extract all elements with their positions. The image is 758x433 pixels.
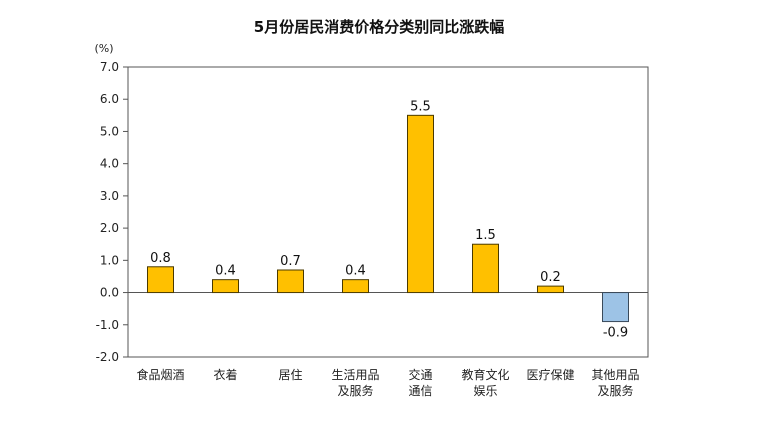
category-label: 娱乐 xyxy=(473,384,497,398)
bar xyxy=(407,114,434,294)
bar xyxy=(342,279,369,294)
data-label: 0.7 xyxy=(280,254,301,269)
plot-frame xyxy=(127,66,649,358)
category-label: 其他用品 xyxy=(591,368,639,382)
category-label: 医疗保健 xyxy=(526,368,574,382)
y-tick-label: 5.0 xyxy=(100,124,119,138)
y-tick-label: 3.0 xyxy=(100,189,119,203)
category-label: 及服务 xyxy=(337,383,373,398)
category-label: 交通 xyxy=(408,367,432,382)
y-tick-label: 1.0 xyxy=(100,253,119,267)
data-label: -0.9 xyxy=(603,326,628,341)
data-label: 0.4 xyxy=(215,264,236,279)
bar xyxy=(472,243,499,294)
y-unit-label: (%) xyxy=(94,42,113,55)
category-label: 居住 xyxy=(278,368,302,382)
data-label: 5.5 xyxy=(410,99,431,114)
category-label: 生活用品 xyxy=(331,368,379,382)
bar xyxy=(212,279,239,294)
category-label: 食品烟酒 xyxy=(136,367,184,382)
y-tick-label: 2.0 xyxy=(100,221,119,235)
y-tick-label: -1.0 xyxy=(96,318,119,332)
data-label: 0.2 xyxy=(540,270,561,285)
data-label: 1.5 xyxy=(475,228,496,243)
data-label: 0.8 xyxy=(150,251,171,266)
category-label: 通信 xyxy=(408,384,432,398)
category-label: 及服务 xyxy=(597,383,633,398)
bar xyxy=(602,292,629,323)
y-tick-label: 4.0 xyxy=(100,157,119,171)
category-label: 衣着 xyxy=(213,367,237,382)
y-tick-label: -2.0 xyxy=(96,350,119,364)
y-tick-label: 0.0 xyxy=(100,286,119,300)
category-label: 教育文化 xyxy=(461,367,509,382)
bar xyxy=(277,269,304,294)
y-tick-label: 6.0 xyxy=(100,92,119,106)
y-tick-label: 7.0 xyxy=(100,60,119,74)
bar xyxy=(537,285,564,294)
bar xyxy=(147,266,174,294)
data-label: 0.4 xyxy=(345,264,366,279)
chart-title: 5月份居民消费价格分类别同比涨跌幅 xyxy=(253,18,505,36)
